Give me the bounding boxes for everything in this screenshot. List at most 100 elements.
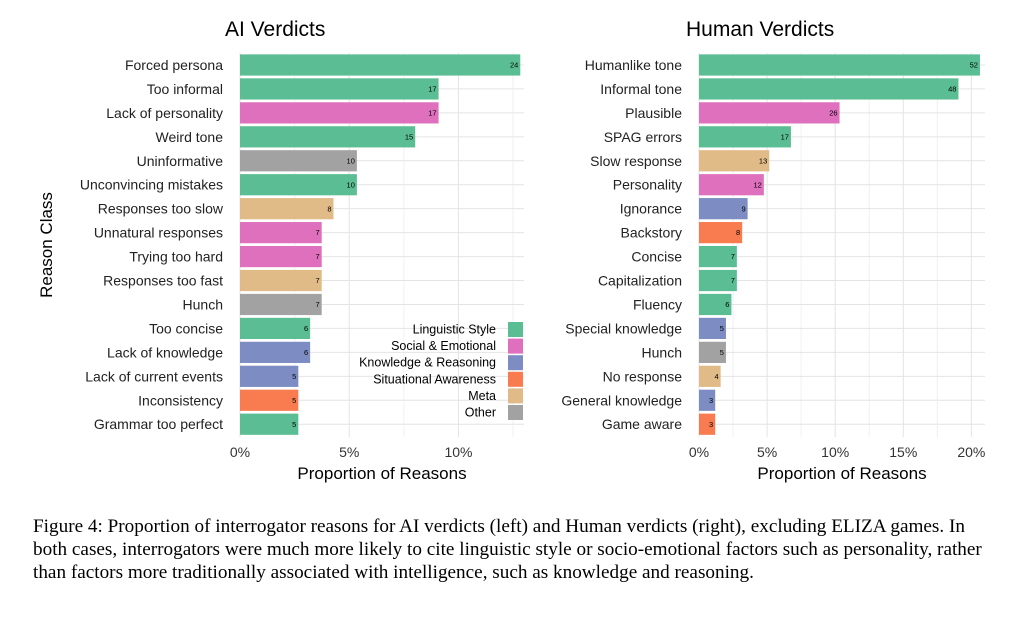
bar	[699, 365, 721, 387]
data-label: 7	[731, 252, 735, 261]
category-label: Uninformative	[137, 153, 224, 169]
bar	[240, 389, 299, 411]
bar	[240, 54, 521, 76]
legend-swatch	[508, 371, 523, 387]
category-label: Too informal	[147, 81, 223, 97]
bar	[699, 389, 716, 411]
data-label: 4	[714, 372, 718, 381]
data-label: 48	[948, 85, 956, 94]
data-label: 10	[347, 156, 355, 165]
data-label: 5	[292, 420, 296, 429]
bar	[699, 222, 743, 244]
bar	[240, 126, 416, 148]
bar	[240, 293, 322, 316]
category-label: SPAG errors	[604, 129, 682, 145]
data-label: 10	[347, 180, 355, 189]
legend-swatch	[508, 322, 523, 337]
legend-label: Linguistic Style	[413, 323, 496, 337]
data-label: 3	[709, 396, 713, 405]
bar	[240, 269, 322, 292]
bar	[240, 78, 439, 100]
bar	[240, 150, 357, 172]
data-label: 6	[304, 348, 308, 357]
legend-swatch	[508, 388, 523, 404]
bar	[240, 413, 299, 435]
data-label: 8	[327, 204, 331, 213]
legend-label: Meta	[468, 389, 496, 403]
x-tick-label: 5%	[339, 444, 359, 460]
category-label: Trying too hard	[129, 249, 223, 265]
category-label: Hunch	[642, 344, 682, 360]
data-label: 15	[405, 132, 413, 141]
bar	[699, 317, 726, 340]
bar	[699, 245, 737, 268]
data-label: 13	[759, 156, 767, 165]
category-label: No response	[603, 368, 683, 384]
bar	[699, 174, 764, 196]
data-label: 6	[304, 324, 308, 333]
chart-title: AI Verdicts	[225, 18, 325, 41]
category-label: Ignorance	[620, 201, 682, 217]
legend-label: Knowledge & Reasoning	[359, 356, 496, 370]
bar	[240, 317, 311, 340]
data-label: 17	[428, 108, 436, 117]
x-tick-label: 0%	[689, 444, 709, 460]
category-label: Hunch	[183, 296, 223, 312]
x-axis-title: Proportion of Reasons	[757, 464, 926, 483]
category-label: Backstory	[621, 225, 682, 241]
data-label: 7	[316, 228, 320, 237]
data-label: 52	[970, 61, 978, 70]
x-tick-label: 10%	[821, 444, 849, 460]
bar	[699, 102, 840, 124]
category-label: Responses too fast	[103, 273, 223, 289]
bar	[240, 174, 357, 196]
bar	[240, 102, 439, 124]
category-label: Concise	[631, 249, 682, 265]
category-label: Humanlike tone	[585, 57, 682, 73]
category-label: Unconvincing mistakes	[80, 177, 223, 193]
bar	[240, 341, 311, 363]
legend-label: Social & Emotional	[391, 339, 496, 353]
data-label: 3	[709, 420, 713, 429]
y-axis-title: Reason Class	[37, 192, 56, 298]
x-tick-label: 15%	[889, 444, 917, 460]
bar	[699, 198, 748, 220]
bar	[699, 269, 737, 292]
category-label: Unnatural responses	[94, 225, 223, 241]
legend-swatch	[508, 355, 523, 371]
category-label: Forced persona	[125, 57, 223, 73]
legend-label: Situational Awareness	[373, 372, 496, 386]
data-label: 9	[741, 204, 745, 213]
category-label: Special knowledge	[565, 320, 682, 336]
legend-swatch	[508, 338, 523, 354]
data-label: 17	[781, 132, 789, 141]
data-label: 7	[316, 252, 320, 261]
x-axis-title: Proportion of Reasons	[297, 464, 466, 483]
bar	[240, 365, 299, 387]
category-label: Plausible	[625, 105, 682, 121]
data-label: 7	[316, 276, 320, 285]
bar	[699, 78, 959, 100]
bar	[240, 198, 334, 220]
category-label: Grammar too perfect	[94, 416, 223, 432]
data-label: 8	[736, 228, 740, 237]
data-label: 7	[316, 300, 320, 309]
bar	[699, 126, 791, 148]
category-label: Slow response	[590, 153, 682, 169]
category-label: Inconsistency	[138, 392, 223, 408]
bar	[699, 341, 726, 363]
data-label: 24	[510, 61, 518, 70]
data-label: 6	[725, 300, 729, 309]
data-label: 5	[292, 396, 296, 405]
bar	[240, 222, 322, 244]
data-label: 26	[829, 108, 837, 117]
x-tick-label: 0%	[230, 444, 250, 460]
x-tick-label: 5%	[757, 444, 777, 460]
bar	[699, 413, 716, 435]
bar	[240, 245, 322, 268]
figure-caption: Figure 4: Proportion of interrogator rea…	[33, 516, 982, 583]
data-label: 5	[720, 348, 724, 357]
category-label: Personality	[613, 177, 682, 193]
